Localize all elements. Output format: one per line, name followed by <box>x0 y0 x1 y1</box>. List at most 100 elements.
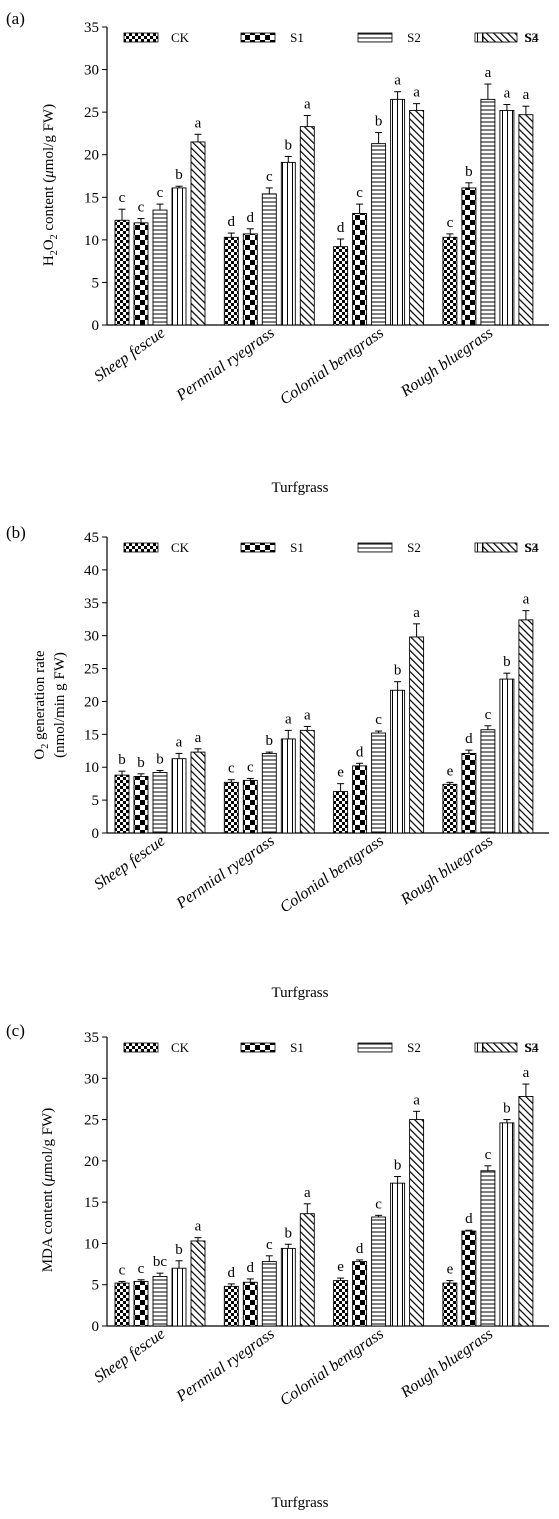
significance-label: a <box>394 73 401 89</box>
y-tick-label: 0 <box>92 826 100 842</box>
significance-label: b <box>266 733 274 749</box>
bar <box>372 144 386 325</box>
bar <box>153 210 167 325</box>
significance-label: d <box>465 1211 473 1227</box>
bar <box>353 213 367 325</box>
y-tick-label: 0 <box>92 318 100 334</box>
bar <box>410 637 424 833</box>
y-tick-label: 25 <box>84 105 99 121</box>
x-axis-label: Turfgrass <box>272 480 329 496</box>
legend-label: CK <box>171 540 190 555</box>
x-tick-label: Rough bluegrass <box>397 324 496 400</box>
y-tick-label: 30 <box>84 1071 99 1087</box>
significance-label: bc <box>153 1254 168 1270</box>
bar <box>134 776 148 833</box>
significance-label: a <box>304 97 311 113</box>
significance-label: b <box>503 1101 511 1117</box>
legend-swatch <box>241 543 275 552</box>
bar <box>462 188 476 325</box>
x-tick-label: Rough bluegrass <box>397 832 496 908</box>
legend-label: S1 <box>290 540 304 555</box>
legend-label: S2 <box>407 1040 421 1055</box>
significance-label: d <box>356 1241 364 1257</box>
legend-label: S2 <box>407 540 421 555</box>
significance-label: c <box>138 200 145 216</box>
bar <box>172 188 186 325</box>
bar <box>334 247 348 325</box>
significance-label: b <box>394 663 402 679</box>
significance-label: e <box>447 763 454 779</box>
bar <box>481 730 495 833</box>
x-axis-label: Turfgrass <box>272 985 329 1001</box>
significance-label: b <box>285 137 293 153</box>
significance-label: a <box>176 734 183 750</box>
significance-label: c <box>157 185 164 201</box>
significance-label: b <box>175 167 183 183</box>
significance-label: b <box>137 755 145 771</box>
y-tick-label: 10 <box>84 1236 99 1252</box>
legend-swatch <box>358 33 392 42</box>
y-tick-label: 35 <box>84 596 99 612</box>
bar <box>500 110 514 325</box>
bar <box>300 1214 314 1326</box>
y-tick-label: 15 <box>84 727 99 743</box>
bar <box>372 1217 386 1326</box>
significance-label: a <box>285 711 292 727</box>
significance-label: a <box>195 1219 202 1235</box>
legend-label: S4 <box>525 540 539 555</box>
bar <box>191 142 205 325</box>
bar <box>353 766 367 833</box>
bar <box>262 194 276 325</box>
significance-label: a <box>523 1065 530 1081</box>
y-tick-label: 40 <box>84 563 99 579</box>
legend-swatch <box>483 1043 517 1052</box>
x-tick-label: Colonial bentgrass <box>277 832 387 916</box>
y-tick-label: 30 <box>84 629 99 645</box>
significance-label: c <box>447 215 454 231</box>
y-tick-label: 5 <box>92 275 100 291</box>
significance-label: b <box>375 114 383 130</box>
chart-panel-b: (b) O2 generation rate (nmol/min g FW) T… <box>0 510 559 1010</box>
y-tick-label: 5 <box>92 793 100 809</box>
bar <box>243 234 257 325</box>
bar <box>462 1231 476 1326</box>
significance-label: a <box>195 115 202 131</box>
bar <box>500 679 514 833</box>
significance-label: a <box>304 1185 311 1201</box>
significance-label: d <box>228 1265 236 1281</box>
bar <box>134 223 148 325</box>
bar <box>410 1120 424 1326</box>
legend-label: S4 <box>525 30 539 45</box>
x-tick-label: Pernnial ryegrass <box>173 1325 278 1406</box>
legend-swatch <box>124 1043 158 1052</box>
bar <box>191 1241 205 1326</box>
legend-swatch <box>241 33 275 42</box>
significance-label: a <box>523 592 530 608</box>
significance-label: a <box>413 85 420 101</box>
bar <box>224 237 238 325</box>
bar <box>519 620 533 833</box>
bar <box>281 739 295 833</box>
significance-label: c <box>247 759 254 775</box>
plot-area: 05101520253035CK S1 S2 S3S4c d e ec dddbccccbbb… <box>84 1030 549 1409</box>
significance-label: c <box>119 190 126 206</box>
x-tick-label: Colonial bentgrass <box>277 1325 387 1409</box>
bar <box>281 162 295 325</box>
bar <box>443 1283 457 1326</box>
bar <box>334 792 348 833</box>
y-tick-label: 20 <box>84 694 99 710</box>
significance-label: a <box>485 65 492 81</box>
significance-label: a <box>304 707 311 723</box>
bar <box>300 730 314 833</box>
bar <box>391 1183 405 1326</box>
bar <box>172 759 186 833</box>
bar <box>224 782 238 833</box>
significance-label: c <box>375 1196 382 1212</box>
chart-panel-c: (c) MDA content (μmol/g FW) Turfgrass 05… <box>0 1010 559 1519</box>
x-axis-label: Turfgrass <box>272 1495 329 1511</box>
bar <box>500 1123 514 1326</box>
bar <box>243 1282 257 1326</box>
significance-label: e <box>337 1259 344 1275</box>
significance-label: a <box>523 87 530 103</box>
